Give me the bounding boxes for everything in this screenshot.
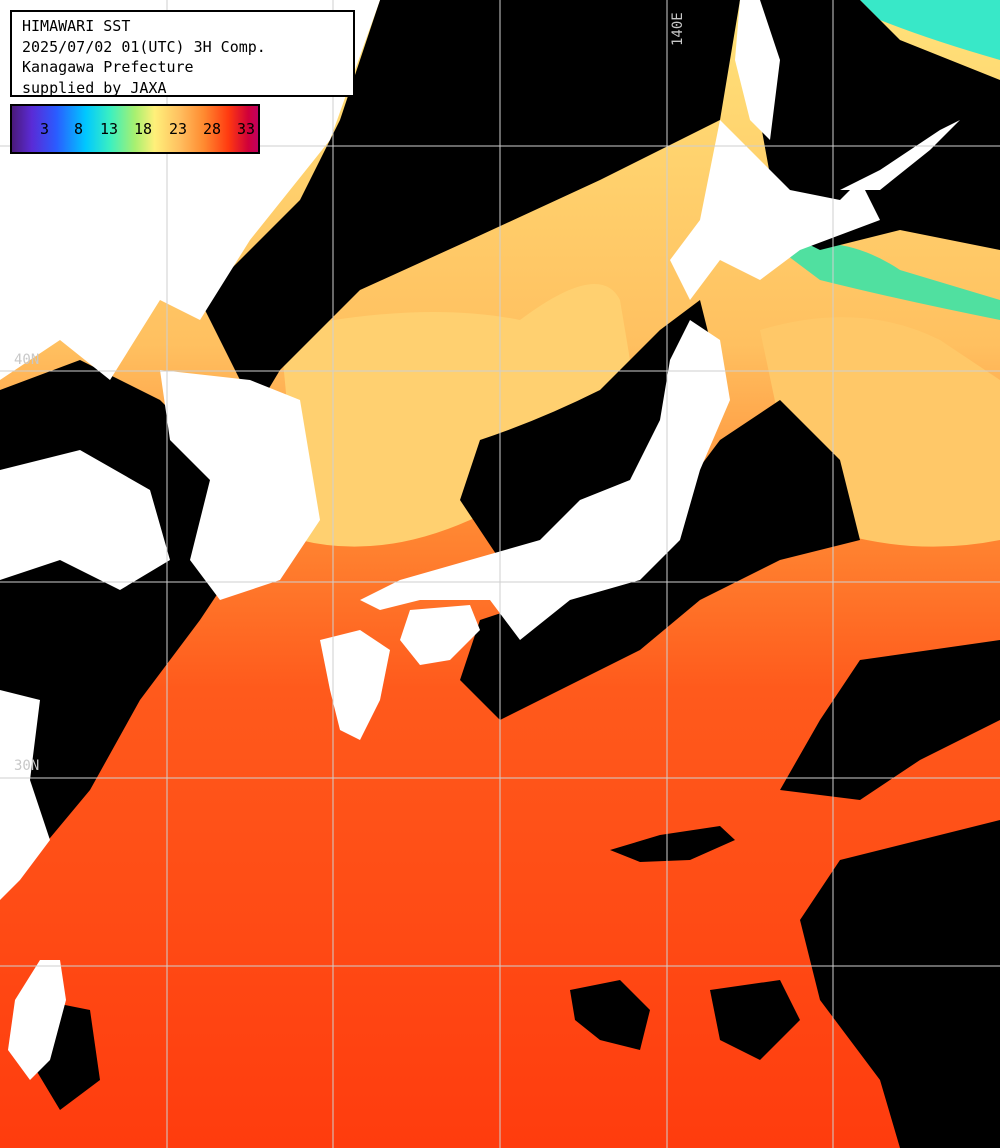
lat-label-30n: 30N — [14, 758, 40, 774]
legend-label: 13 — [100, 120, 119, 138]
land-honshu — [360, 320, 730, 640]
legend-label: 18 — [134, 120, 153, 138]
cloud-japan-sea-coast — [460, 300, 720, 560]
cloud-south-patch-2 — [710, 980, 800, 1060]
legend-label: 28 — [203, 120, 222, 138]
title-box: HIMAWARI SST 2025/07/02 01(UTC) 3H Comp.… — [10, 10, 355, 97]
cloud-southeast — [800, 820, 1000, 1148]
lat-label-40n: 40N — [14, 352, 40, 368]
sea-cold-corner — [860, 0, 1000, 60]
land-kyushu — [320, 630, 390, 740]
legend-label: 3 — [40, 120, 50, 138]
product-title: HIMAWARI SST — [22, 17, 131, 35]
cloud-north — [200, 0, 740, 420]
land-hokkaido — [670, 120, 880, 300]
land-shikoku — [400, 605, 480, 665]
lon-label-140e: 140E — [670, 12, 686, 46]
land-china-coast — [0, 450, 170, 590]
land-sakhalin — [735, 0, 780, 140]
land-korea — [160, 370, 320, 600]
sea-cold-north — [780, 243, 1000, 320]
cloud-northeast — [760, 0, 1000, 250]
sea-sea-of-japan — [280, 284, 640, 547]
land-kuril — [840, 120, 960, 190]
legend-label: 23 — [169, 120, 188, 138]
cloud-east-band — [780, 640, 1000, 800]
prefecture-label: Kanagawa Prefecture — [22, 58, 194, 76]
color-scale-legend: 3 8 13 18 23 28 33 — [10, 104, 260, 154]
legend-label: 8 — [74, 120, 84, 138]
legend-labels: 3 8 13 18 23 28 33 — [12, 120, 258, 140]
cloud-band-mid — [610, 826, 735, 862]
land-taiwan — [8, 960, 66, 1080]
supplier-credit: supplied by JAXA — [22, 78, 167, 97]
legend-label: 33 — [237, 120, 256, 138]
timestamp: 2025/07/02 01(UTC) 3H Comp. — [22, 37, 266, 56]
land-china-south — [0, 690, 50, 900]
cloud-south-patch — [570, 980, 650, 1050]
